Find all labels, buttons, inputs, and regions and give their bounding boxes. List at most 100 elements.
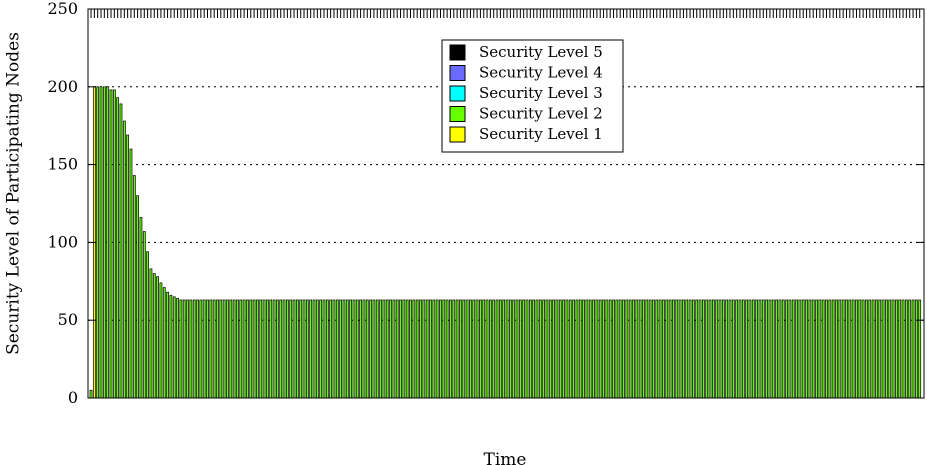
bar: [548, 299, 552, 399]
bar: [325, 299, 329, 399]
bar: [528, 299, 532, 399]
bar: [216, 299, 219, 399]
bar: [525, 299, 529, 399]
bar: [678, 299, 682, 399]
bar: [698, 299, 702, 399]
bar: [196, 299, 199, 399]
bar: [508, 299, 512, 399]
y-tick-label: 100: [47, 232, 78, 251]
bar: [112, 89, 116, 399]
legend-swatch: [449, 44, 466, 61]
bar: [701, 299, 705, 399]
bar: [399, 299, 402, 399]
bar: [395, 299, 399, 399]
bar: [602, 299, 605, 399]
bar: [422, 299, 426, 399]
bar: [818, 299, 822, 399]
bar: [572, 299, 575, 399]
bar: [359, 299, 362, 399]
bar: [312, 299, 316, 399]
bar: [365, 299, 369, 399]
bar: [299, 299, 303, 399]
legend-swatch: [449, 126, 466, 143]
bar: [778, 299, 782, 399]
bar: [901, 299, 905, 399]
bar: [292, 299, 296, 399]
legend-label: Security Level 2: [479, 105, 603, 123]
bar: [905, 299, 908, 399]
bar: [588, 299, 592, 399]
bar: [731, 299, 735, 399]
bar: [439, 299, 442, 399]
bar: [249, 299, 253, 399]
bar: [479, 299, 482, 399]
bar: [515, 299, 519, 399]
bar: [811, 299, 815, 399]
bar: [655, 299, 659, 399]
bar: [132, 175, 136, 399]
bar: [682, 299, 685, 399]
bar: [625, 299, 629, 399]
bar: [705, 299, 709, 399]
bar: [452, 299, 456, 399]
bar: [379, 299, 382, 399]
bar: [272, 299, 276, 399]
bar: [465, 299, 469, 399]
bar: [332, 299, 336, 399]
bar: [286, 299, 289, 399]
bar: [675, 299, 679, 399]
bar: [728, 299, 732, 399]
bar: [342, 299, 346, 399]
bar: [425, 299, 429, 399]
bar: [808, 299, 812, 399]
bar: [149, 268, 153, 399]
bar: [615, 299, 619, 399]
bar: [685, 299, 689, 399]
bar: [102, 86, 106, 399]
bar: [256, 299, 259, 399]
bar: [885, 299, 888, 399]
bar: [908, 299, 912, 399]
bar: [472, 299, 476, 399]
bar: [555, 299, 559, 399]
bar: [768, 299, 772, 399]
bar: [605, 299, 609, 399]
bar: [775, 299, 778, 399]
bar: [638, 299, 642, 399]
bar: [652, 299, 655, 399]
bar: [815, 299, 818, 399]
bar: [828, 299, 832, 399]
bar: [788, 299, 792, 399]
bar: [339, 299, 343, 399]
bar: [888, 299, 892, 399]
bar: [568, 299, 572, 399]
bar: [432, 299, 436, 399]
bar: [122, 120, 126, 399]
bar: [668, 299, 672, 399]
bar: [648, 299, 652, 399]
bar: [771, 299, 775, 399]
bar: [415, 299, 419, 399]
bar: [562, 299, 565, 399]
bar: [695, 299, 699, 399]
bar: [801, 299, 805, 399]
bar: [146, 251, 149, 399]
bar: [791, 299, 795, 399]
bar: [319, 299, 323, 399]
bar: [512, 299, 516, 399]
bar: [665, 299, 669, 399]
bar: [875, 299, 878, 399]
bar: [645, 299, 649, 399]
bar: [385, 299, 389, 399]
bar: [282, 299, 286, 399]
bar: [375, 299, 379, 399]
bar: [914, 299, 918, 399]
bar: [229, 299, 233, 399]
bar: [715, 299, 719, 399]
bar: [409, 299, 412, 399]
bar: [369, 299, 372, 399]
bar: [226, 299, 229, 399]
bar: [246, 299, 249, 399]
bar: [628, 299, 632, 399]
bar: [891, 299, 895, 399]
